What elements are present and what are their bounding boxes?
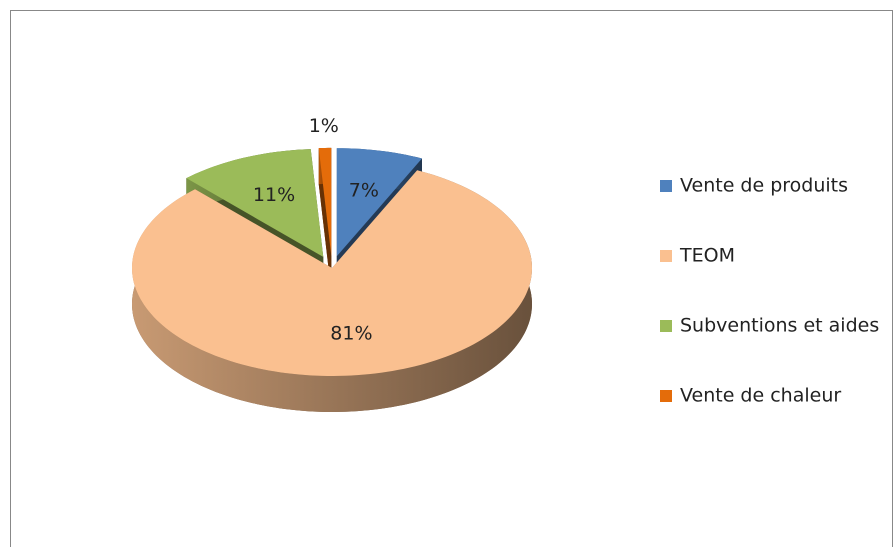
legend-swatch <box>660 320 672 332</box>
data-label: 81% <box>330 323 372 345</box>
data-label: 7% <box>349 179 379 201</box>
legend-label: Vente de chaleur <box>680 385 841 407</box>
legend-swatch <box>660 390 672 402</box>
slice-top <box>318 147 332 256</box>
slice-top <box>186 149 324 257</box>
slice-top <box>132 170 532 376</box>
legend-label: Subventions et aides <box>680 315 879 337</box>
slice-wall <box>318 148 332 292</box>
legend-label: TEOM <box>679 245 735 267</box>
legend-swatch <box>660 250 672 262</box>
legend-swatch <box>660 180 672 192</box>
legend-label: Vente de produits <box>680 175 848 197</box>
data-label: 1% <box>309 115 339 137</box>
slice <box>318 147 332 292</box>
slice-top <box>336 148 422 257</box>
data-label: 11% <box>253 184 295 206</box>
slice <box>132 170 532 412</box>
